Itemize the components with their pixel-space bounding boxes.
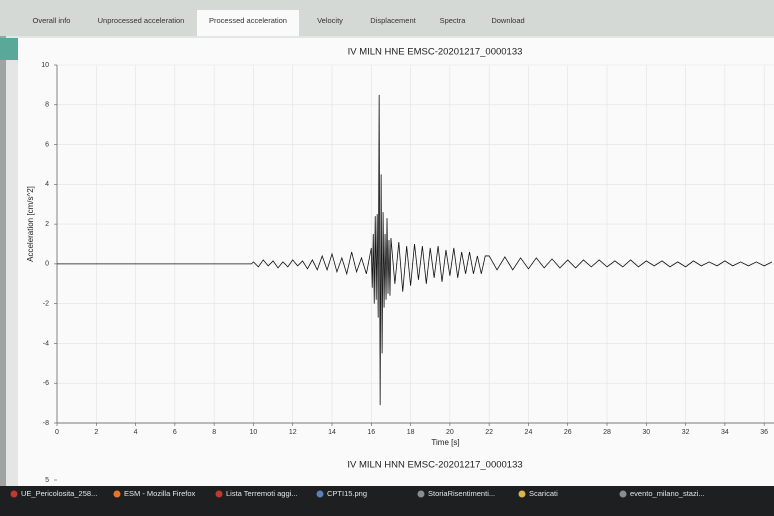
x-tick-label: 14	[328, 429, 336, 436]
tab-bar	[0, 0, 774, 36]
x-tick-label: 22	[485, 429, 493, 436]
taskbar-icon[interactable]	[619, 490, 627, 498]
x-tick-label: 4	[134, 429, 138, 436]
y-tick-label: -4	[43, 340, 49, 347]
x-tick-label: 36	[760, 429, 768, 436]
x-tick-label: 6	[173, 429, 177, 436]
taskbar-icon[interactable]	[10, 490, 18, 498]
chart-title: IV MILN HNN EMSC-20201217_0000133	[347, 460, 522, 471]
tab-label[interactable]: Velocity	[317, 16, 343, 25]
y-tick-label: -2	[43, 301, 49, 308]
x-tick-label: 18	[407, 429, 415, 436]
taskbar-icon[interactable]	[417, 490, 425, 498]
taskbar-icon[interactable]	[316, 490, 324, 498]
x-tick-label: 8	[212, 429, 216, 436]
signal-line	[57, 94, 773, 406]
chart-title: IV MILN HNE EMSC-20201217_0000133	[348, 47, 523, 58]
y-tick-label: 6	[45, 141, 49, 148]
y-tick-label: -8	[43, 420, 49, 427]
tab-label[interactable]: Processed acceleration	[209, 16, 287, 25]
tab-label[interactable]: Unprocessed acceleration	[98, 16, 185, 25]
x-tick-label: 34	[721, 429, 729, 436]
taskbar	[0, 486, 774, 516]
tab-label[interactable]: Displacement	[370, 16, 416, 25]
y-tick-label: 4	[45, 181, 49, 188]
tab-label[interactable]: Spectra	[440, 16, 467, 25]
taskbar-item[interactable]: CPTI15.png	[327, 489, 367, 498]
y-tick-label: -6	[43, 380, 49, 387]
x-tick-label: 32	[682, 429, 690, 436]
tab-label[interactable]: Download	[491, 16, 524, 25]
taskbar-item[interactable]: StoriaRisentimenti...	[428, 489, 495, 498]
y-axis-label: Acceleration [cm/s^2]	[26, 186, 35, 262]
taskbar-icon[interactable]	[113, 490, 121, 498]
x-tick-label: 10	[250, 429, 258, 436]
taskbar-item[interactable]: Scaricati	[529, 489, 558, 498]
x-tick-label: 2	[94, 429, 98, 436]
side-accent	[0, 38, 18, 60]
active-tab	[197, 10, 299, 36]
x-tick-label: 16	[367, 429, 375, 436]
taskbar-item[interactable]: Lista Terremoti aggi...	[226, 489, 298, 498]
y-tick-label: 2	[45, 221, 49, 228]
y-tick-label: 8	[45, 102, 49, 109]
left-edge	[0, 36, 6, 486]
x-tick-label: 30	[642, 429, 650, 436]
taskbar-icon[interactable]	[518, 490, 526, 498]
tab-label[interactable]: Overall info	[33, 16, 71, 25]
x-tick-label: 24	[525, 429, 533, 436]
taskbar-item[interactable]: ESM - Mozilla Firefox	[124, 489, 196, 498]
x-tick-label: 28	[603, 429, 611, 436]
x-tick-label: 20	[446, 429, 454, 436]
y-tick-label: 10	[41, 62, 49, 69]
taskbar-icon[interactable]	[215, 490, 223, 498]
y-tick-label: 0	[45, 261, 49, 268]
y-tick-label: 5	[45, 477, 49, 484]
x-tick-label: 0	[55, 429, 59, 436]
x-tick-label: 26	[564, 429, 572, 436]
taskbar-item[interactable]: UE_Pericolosita_258...	[21, 489, 97, 498]
x-tick-label: 12	[289, 429, 297, 436]
taskbar-item[interactable]: evento_milano_stazi...	[630, 489, 705, 498]
x-axis-label: Time [s]	[431, 438, 459, 447]
